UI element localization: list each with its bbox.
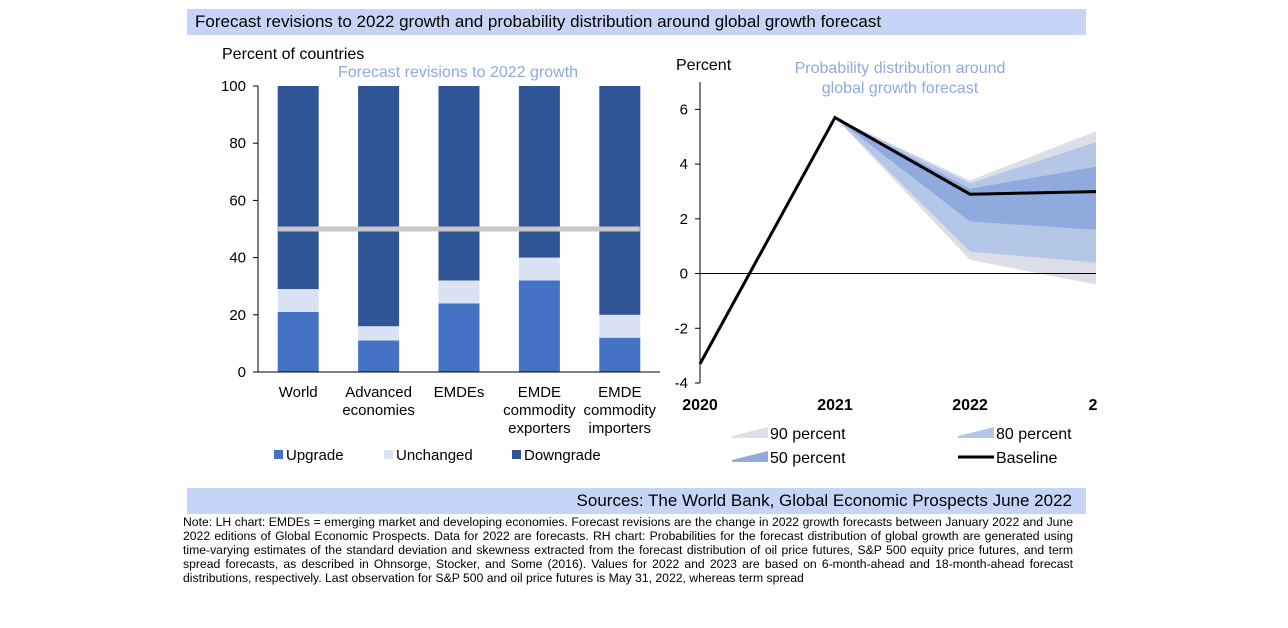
right-x-tick-label: 2: [1089, 397, 1098, 414]
bar-downgrade: [358, 86, 400, 327]
left-y-axis-label: Percent of countries: [222, 46, 364, 63]
bar-upgrade: [518, 280, 560, 372]
bar-downgrade: [438, 86, 480, 281]
left-x-tick-label: importers: [589, 420, 652, 437]
right-x-tick-label: 2021: [817, 397, 853, 414]
band-50-percent: [835, 117, 1096, 230]
bar-upgrade: [438, 303, 480, 372]
legend-swatch-90-percent: [732, 427, 768, 438]
right-chart-subtitle-line1: Probability distribution around: [795, 60, 1006, 77]
legend-swatch-downgrade: [512, 450, 521, 459]
left-x-tick-label: EMDE: [518, 384, 561, 401]
legend-label-downgrade: Downgrade: [524, 447, 601, 464]
left-x-tick-label: commodity: [503, 402, 576, 419]
bar-downgrade: [599, 86, 641, 315]
left-x-tick-label: Advanced: [345, 384, 412, 401]
legend-swatch-80-percent: [958, 427, 994, 438]
bar-unchanged: [277, 289, 319, 312]
left-y-tick-label: 80: [229, 135, 246, 152]
left-x-tick-label: EMDE: [598, 384, 641, 401]
right-y-tick-label: 0: [680, 266, 688, 283]
right-y-tick-label: -2: [675, 320, 688, 337]
right-y-axis-label: Percent: [676, 57, 732, 74]
legend-label-unchanged: Unchanged: [396, 447, 473, 464]
legend-label-baseline: Baseline: [996, 450, 1057, 467]
left-x-tick-label: EMDEs: [434, 384, 485, 401]
left-y-tick-label: 0: [238, 364, 246, 381]
bar-upgrade: [358, 340, 400, 372]
right-y-tick-label: -4: [675, 375, 688, 392]
right-x-tick-label: 2020: [682, 397, 718, 414]
bar-unchanged: [438, 280, 480, 304]
right-y-tick-label: 2: [680, 211, 688, 228]
legend-swatch-unchanged: [384, 450, 393, 459]
legend-label-upgrade: Upgrade: [286, 447, 344, 464]
bar-unchanged: [358, 326, 400, 341]
legend-label-80-percent: 80 percent: [996, 426, 1072, 443]
left-x-tick-label: commodity: [584, 402, 657, 419]
right-chart-subtitle-line2: global growth forecast: [822, 80, 979, 97]
left-y-tick-label: 20: [229, 307, 246, 324]
source-banner: Sources: The World Bank, Global Economic…: [187, 488, 1086, 514]
legend-label-50-percent: 50 percent: [770, 450, 846, 467]
bar-unchanged: [599, 314, 641, 338]
legend-swatch-upgrade: [274, 450, 283, 459]
charts-canvas: Percent of countries Forecast revisions …: [221, 46, 1098, 467]
right-y-tick-label: 4: [680, 156, 688, 173]
bar-downgrade: [277, 86, 319, 290]
bar-upgrade: [277, 311, 319, 372]
bar-upgrade: [599, 337, 641, 372]
chart-note: Note: LH chart: EMDEs = emerging market …: [183, 515, 1073, 585]
left-y-tick-label: 100: [221, 78, 246, 95]
left-chart-subtitle: Forecast revisions to 2022 growth: [338, 64, 578, 81]
left-x-tick-label: World: [279, 384, 318, 401]
legend-swatch-50-percent: [732, 451, 768, 462]
legend-label-90-percent: 90 percent: [770, 426, 846, 443]
baseline-line: [698, 115, 1097, 365]
left-x-tick-label: economies: [342, 402, 415, 419]
left-y-tick-label: 40: [229, 250, 246, 267]
chart-title-banner: Forecast revisions to 2022 growth and pr…: [187, 9, 1086, 35]
right-area-chart: Percent Probability distribution around …: [675, 57, 1098, 467]
right-x-tick-label: 2022: [952, 397, 988, 414]
left-y-tick-label: 60: [229, 192, 246, 209]
left-bar-chart: Percent of countries Forecast revisions …: [221, 46, 660, 464]
bar-downgrade: [518, 86, 560, 258]
right-y-tick-label: 6: [680, 101, 688, 118]
bar-unchanged: [518, 257, 560, 281]
left-x-tick-label: exporters: [508, 420, 571, 437]
